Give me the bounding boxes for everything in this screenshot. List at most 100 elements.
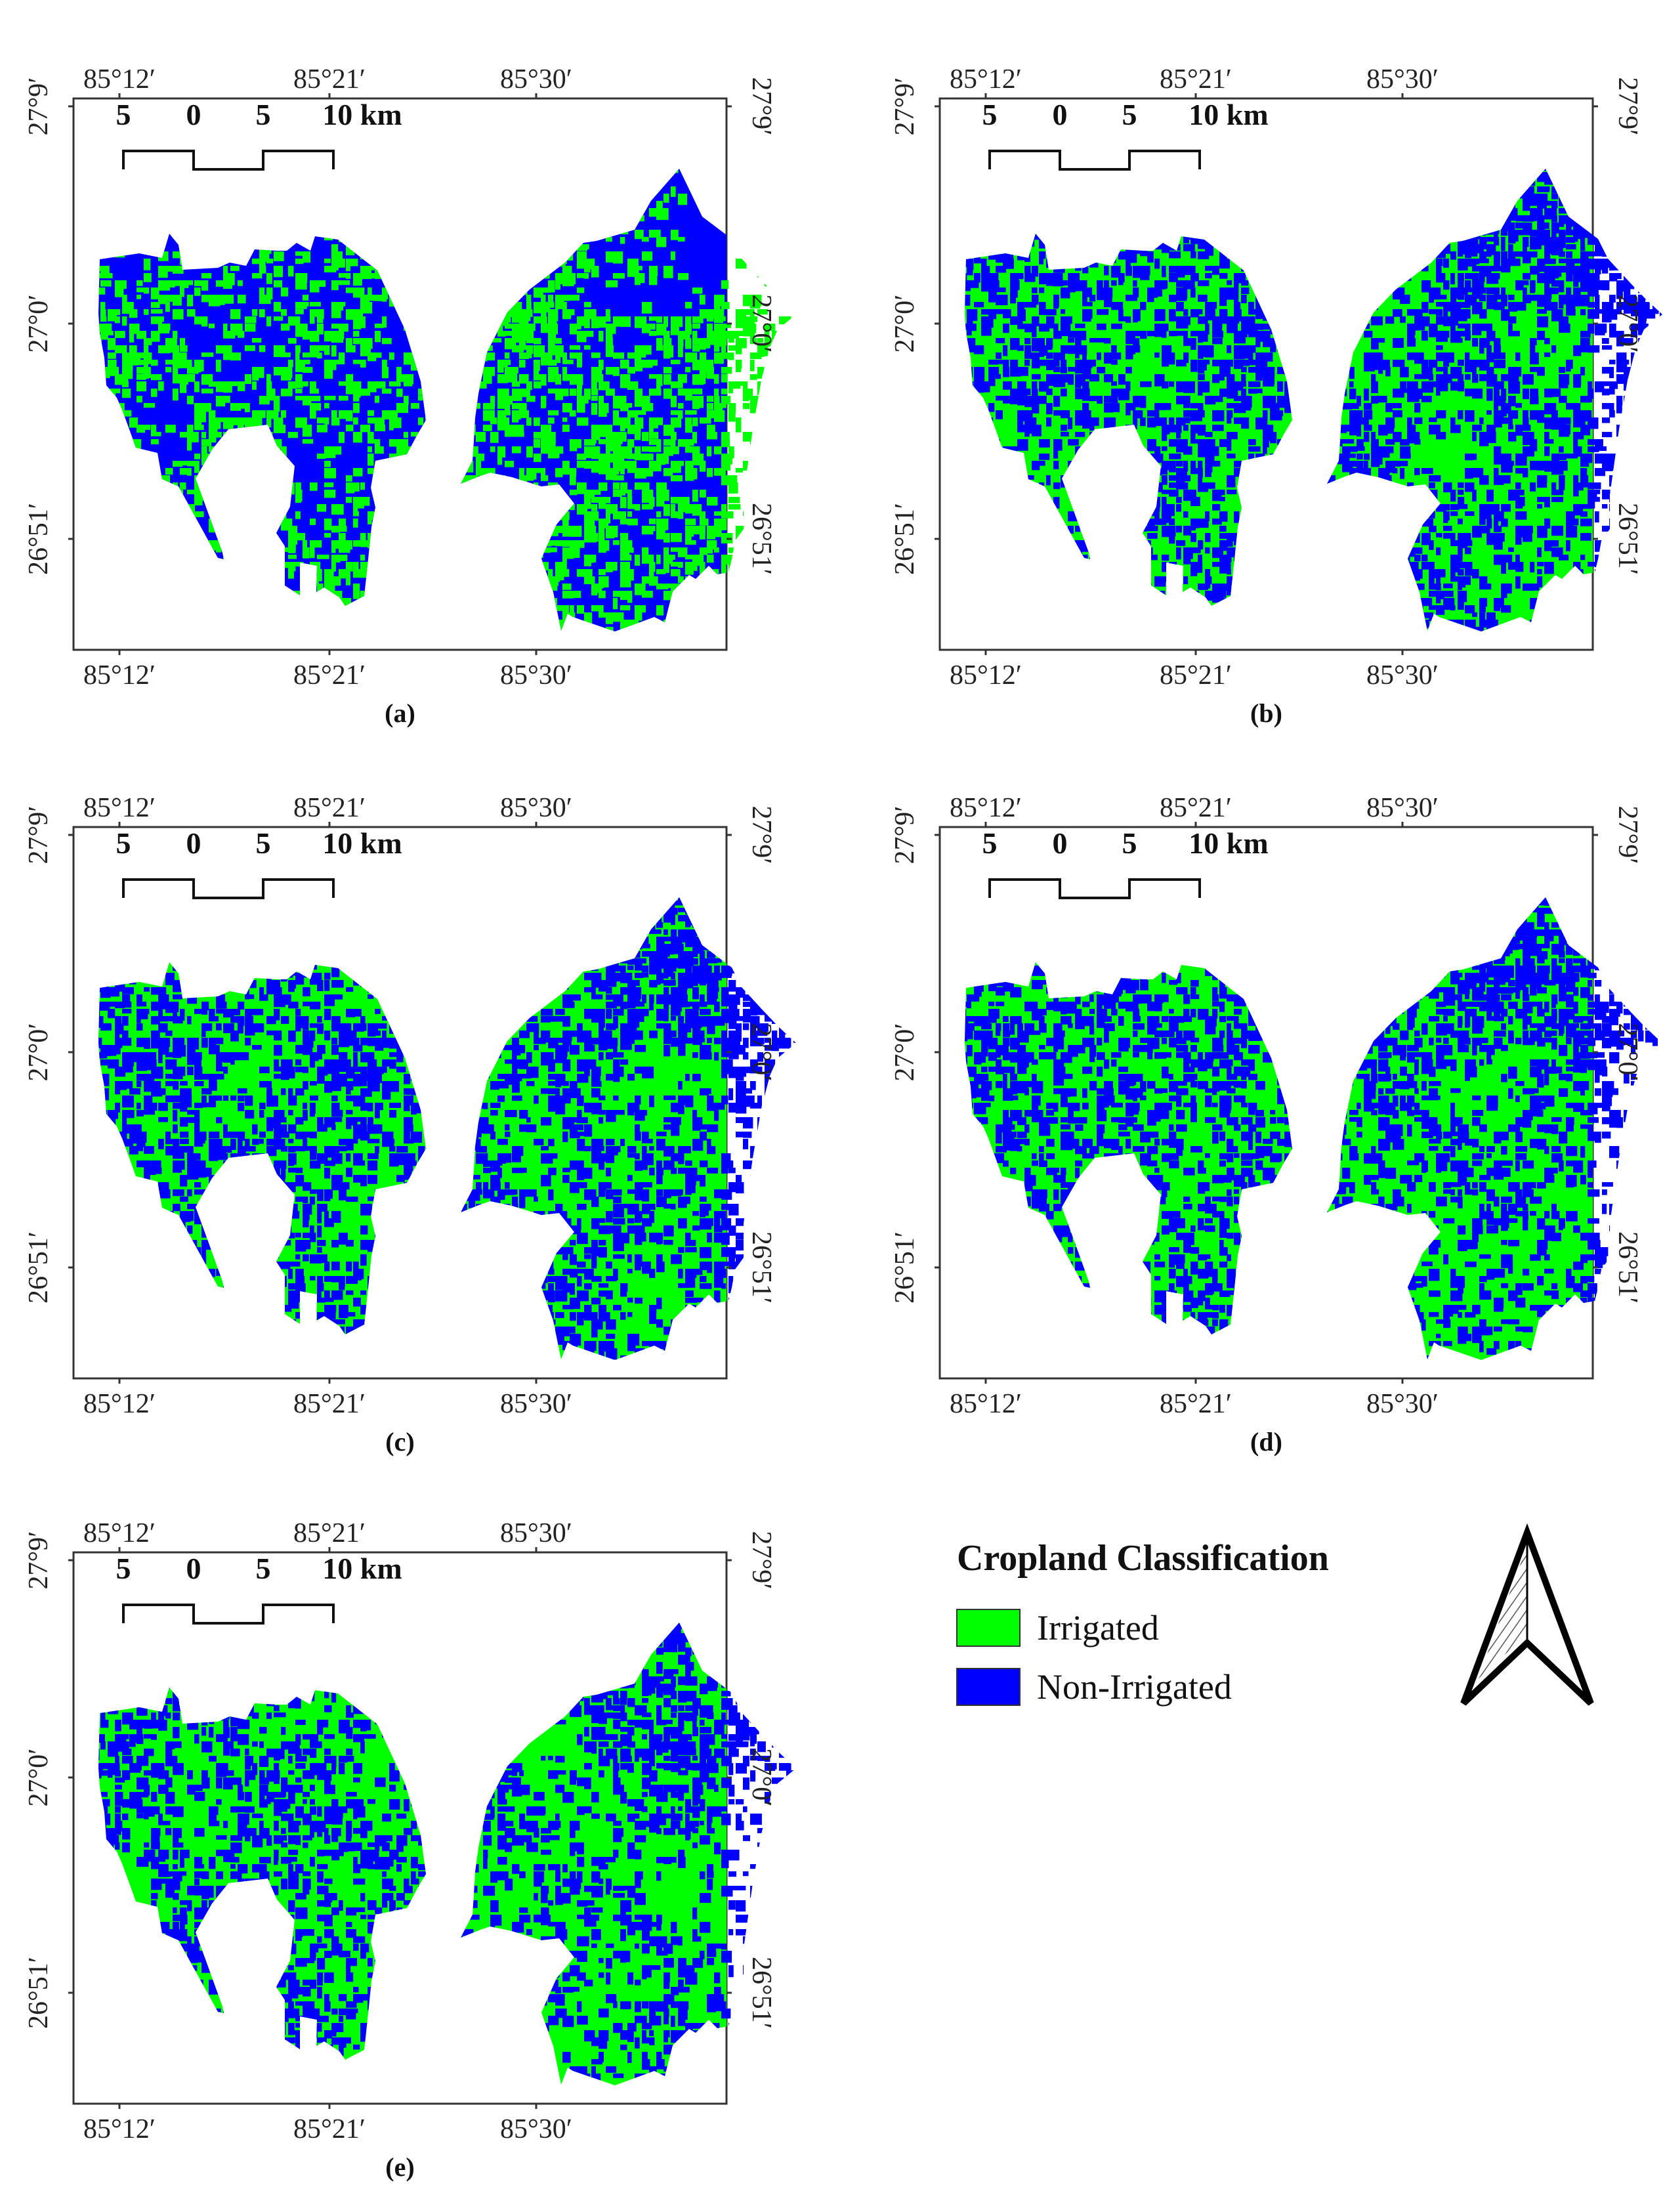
x-tick-label-bottom: 85°30′ xyxy=(500,1389,572,1419)
x-tick-label-top: 85°12′ xyxy=(83,793,156,823)
y-tick-label-left: 27°0′ xyxy=(890,1023,920,1082)
y-tick-label-left: 26°51′ xyxy=(24,503,54,575)
scale-bar-label: 10 km xyxy=(322,1552,402,1585)
x-tick-label-bottom: 85°21′ xyxy=(293,660,366,691)
scale-bar-label: 10 km xyxy=(322,98,402,131)
y-tick-label-right: 26°51′ xyxy=(1612,503,1643,575)
y-tick-label-right: 26°51′ xyxy=(746,1231,776,1304)
x-tick-label-top: 85°12′ xyxy=(83,1518,156,1548)
x-tick-label-top: 85°30′ xyxy=(500,1518,572,1548)
scale-bar-label: 0 xyxy=(186,1552,201,1585)
x-tick-label-top: 85°21′ xyxy=(293,64,366,95)
graticule-labels: 85°12′ 85°12′ 85°21′ 85°21′ 85°30′ 85°30′ 27°9… xyxy=(890,64,1643,691)
x-tick-label-bottom: 85°21′ xyxy=(1160,660,1232,691)
scale-bar-label: 5 xyxy=(256,826,271,860)
y-tick-label-right: 27°0′ xyxy=(746,1023,776,1082)
y-tick-label-right: 27°9′ xyxy=(1612,806,1643,864)
panel-caption: (d) xyxy=(1250,1427,1282,1457)
scale-bar-label: 5 xyxy=(256,1552,271,1585)
panel-caption: (e) xyxy=(385,2152,414,2182)
x-tick-label-top: 85°12′ xyxy=(83,64,156,95)
scale-bar-label: 5 xyxy=(982,98,998,131)
y-tick-label-right: 26°51′ xyxy=(1612,1231,1643,1304)
x-tick-label-bottom: 85°21′ xyxy=(1160,1389,1232,1419)
y-tick-label-left: 27°9′ xyxy=(890,77,920,136)
scale-bar-label: 5 xyxy=(116,826,131,860)
scale-bar: 5 0 5 10 km xyxy=(982,826,1269,899)
y-tick-label-right: 27°0′ xyxy=(746,1749,776,1807)
y-tick-label-left: 27°0′ xyxy=(890,295,920,353)
x-tick-label-bottom: 85°30′ xyxy=(1366,1389,1439,1419)
scale-bar-label: 10 km xyxy=(1189,826,1268,860)
x-tick-label-bottom: 85°30′ xyxy=(1366,660,1439,691)
map-panel-a: 85°12′ 85°12′ 85°21′ 85°21′ 85°30′ 85°30′ 27°9… xyxy=(24,64,796,728)
y-tick-label-left: 26°51′ xyxy=(24,1957,54,2029)
x-tick-label-bottom: 85°12′ xyxy=(950,660,1022,691)
scale-bar: 5 0 5 10 km xyxy=(116,1552,402,1625)
graticule-labels: 85°12′ 85°12′ 85°21′ 85°21′ 85°30′ 85°30′ 27°9… xyxy=(24,64,776,691)
scale-bar-label: 5 xyxy=(116,98,131,131)
y-tick-label-left: 27°0′ xyxy=(24,1023,54,1082)
map-panel-e: 85°12′ 85°12′ 85°21′ 85°21′ 85°30′ 85°30′ 27°9… xyxy=(24,1518,796,2182)
graticule-labels: 85°12′ 85°12′ 85°21′ 85°21′ 85°30′ 85°30′ 27°9… xyxy=(890,793,1643,1419)
y-tick-label-left: 26°51′ xyxy=(24,1231,54,1304)
x-tick-label-top: 85°30′ xyxy=(1366,793,1439,823)
map-panel-c: 85°12′ 85°12′ 85°21′ 85°21′ 85°30′ 85°30′ 27°9… xyxy=(24,793,796,1457)
y-tick-label-right: 26°51′ xyxy=(746,1957,776,2029)
y-tick-label-right: 27°0′ xyxy=(1612,1023,1643,1082)
scale-bar: 5 0 5 10 km xyxy=(116,98,402,171)
y-tick-label-right: 27°0′ xyxy=(1612,295,1643,353)
x-tick-label-top: 85°30′ xyxy=(1366,64,1439,95)
y-tick-label-left: 26°51′ xyxy=(890,503,920,575)
legend-label-irrigated: Irrigated xyxy=(1037,1608,1159,1648)
y-tick-label-right: 27°9′ xyxy=(746,806,776,864)
scale-bar-label: 0 xyxy=(1053,98,1068,131)
x-tick-label-top: 85°21′ xyxy=(1160,793,1232,823)
legend: Cropland Classification Irrigated Non-Ir… xyxy=(956,1538,1329,1707)
legend-label-non-irrigated: Non-Irrigated xyxy=(1037,1667,1232,1707)
y-tick-label-left: 27°9′ xyxy=(24,806,54,864)
x-tick-label-bottom: 85°12′ xyxy=(83,1389,156,1419)
scale-bar-label: 5 xyxy=(116,1552,131,1585)
y-tick-label-right: 27°0′ xyxy=(746,295,776,353)
panel-caption: (a) xyxy=(385,698,415,728)
legend-swatch-non-irrigated xyxy=(956,1668,1021,1706)
x-tick-label-bottom: 85°30′ xyxy=(500,2114,572,2144)
scale-bar-label: 5 xyxy=(1122,98,1137,131)
legend-title: Cropland Classification xyxy=(957,1538,1329,1579)
scale-bar-label: 10 km xyxy=(1189,98,1268,131)
y-tick-label-left: 27°9′ xyxy=(890,806,920,864)
x-tick-label-top: 85°12′ xyxy=(950,64,1022,95)
y-tick-label-left: 26°51′ xyxy=(890,1231,920,1304)
panel-caption: (b) xyxy=(1250,698,1282,728)
scale-bar: 5 0 5 10 km xyxy=(116,826,402,899)
scale-bar-label: 5 xyxy=(256,98,271,131)
map-panel-d: 85°12′ 85°12′ 85°21′ 85°21′ 85°30′ 85°30′ 27°9… xyxy=(890,793,1662,1457)
x-tick-label-top: 85°21′ xyxy=(293,1518,366,1548)
scale-bar-label: 0 xyxy=(1053,826,1068,860)
y-tick-label-right: 27°9′ xyxy=(746,77,776,136)
legend-swatch-irrigated xyxy=(956,1609,1021,1647)
scale-bar: 5 0 5 10 km xyxy=(982,98,1269,171)
scale-bar-label: 10 km xyxy=(322,826,402,860)
x-tick-label-bottom: 85°12′ xyxy=(950,1389,1022,1419)
x-tick-label-bottom: 85°12′ xyxy=(83,660,156,691)
scale-bar-label: 5 xyxy=(1122,826,1137,860)
x-tick-label-top: 85°21′ xyxy=(293,793,366,823)
panel-caption: (c) xyxy=(385,1427,414,1457)
scale-bar-label: 0 xyxy=(186,826,201,860)
x-tick-label-top: 85°21′ xyxy=(1160,64,1232,95)
x-tick-label-bottom: 85°30′ xyxy=(500,660,572,691)
y-tick-label-left: 27°0′ xyxy=(24,1749,54,1807)
x-tick-label-bottom: 85°21′ xyxy=(293,1389,366,1419)
y-tick-label-left: 27°9′ xyxy=(24,1531,54,1590)
x-tick-label-top: 85°30′ xyxy=(500,64,572,95)
y-tick-label-right: 26°51′ xyxy=(746,503,776,575)
map-panel-b: 85°12′ 85°12′ 85°21′ 85°21′ 85°30′ 85°30′ 27°9… xyxy=(890,64,1662,728)
x-tick-label-top: 85°30′ xyxy=(500,793,572,823)
north-arrow-icon xyxy=(1460,1523,1594,1706)
y-tick-label-right: 27°9′ xyxy=(746,1531,776,1590)
x-tick-label-bottom: 85°12′ xyxy=(83,2114,156,2144)
x-tick-label-bottom: 85°21′ xyxy=(293,2114,366,2144)
